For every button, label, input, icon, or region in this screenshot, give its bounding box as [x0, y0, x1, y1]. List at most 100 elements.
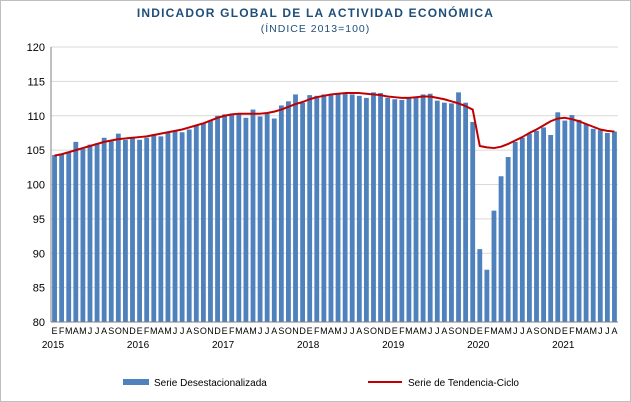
chart-subtitle: (ÍNDICE 2013=100) [260, 23, 371, 35]
bar [59, 153, 65, 322]
x-month-label: D [555, 326, 562, 336]
x-month-label: J [180, 326, 185, 336]
bar [335, 93, 341, 322]
x-month-label: A [583, 326, 589, 336]
x-month-label: A [186, 326, 192, 336]
x-year-label: 2016 [127, 340, 150, 351]
x-month-label: A [413, 326, 419, 336]
x-month-label: O [540, 326, 547, 336]
bar [342, 93, 348, 322]
bar [186, 129, 192, 322]
x-month-label: F [314, 326, 320, 336]
x-month-label: M [504, 326, 512, 336]
bar [151, 134, 157, 322]
bar [94, 143, 100, 322]
y-tick-label: 115 [27, 76, 45, 88]
x-month-label: O [285, 326, 292, 336]
x-month-label: E [222, 326, 228, 336]
bar [300, 102, 306, 322]
x-month-label: M [589, 326, 597, 336]
bar [293, 94, 298, 322]
bar [66, 151, 72, 322]
x-month-label: J [88, 326, 93, 336]
bar [420, 94, 426, 322]
x-month-label: D [469, 326, 476, 336]
trend-line [54, 92, 615, 157]
bar [406, 98, 412, 322]
bar [470, 121, 476, 322]
bar [321, 94, 327, 322]
bar [243, 117, 249, 322]
x-month-label: J [265, 326, 270, 336]
bar [576, 119, 582, 322]
x-month-label: S [448, 326, 454, 336]
x-month-label: D [214, 326, 221, 336]
trend-line-series [54, 92, 615, 157]
bar [123, 139, 128, 322]
x-month-label: M [164, 326, 172, 336]
x-month-label: M [150, 326, 158, 336]
bar [548, 135, 554, 322]
bar [208, 120, 213, 322]
x-month-label: M [334, 326, 342, 336]
bar [271, 118, 277, 322]
bar [137, 139, 143, 322]
bar [80, 148, 86, 322]
bar [583, 124, 589, 322]
x-month-label: A [498, 326, 504, 336]
x-month-label: N [292, 326, 299, 336]
bar [541, 127, 546, 322]
bar [101, 137, 107, 322]
x-month-label: F [229, 326, 235, 336]
x-month-label: N [122, 326, 129, 336]
x-month-label: J [598, 326, 603, 336]
bar [52, 154, 57, 322]
legend-label-line: Serie de Tendencia-Ciclo [408, 378, 519, 389]
bar [498, 176, 504, 322]
x-month-label: A [526, 326, 532, 336]
x-month-label: O [455, 326, 462, 336]
bar [73, 141, 79, 322]
bar [463, 102, 469, 322]
bar [215, 115, 220, 322]
x-month-label: S [278, 326, 284, 336]
x-month-label: F [144, 326, 150, 336]
x-month-label: S [108, 326, 114, 336]
x-year-label: 2021 [552, 340, 575, 351]
x-month-label: A [243, 326, 249, 336]
x-month-label: S [363, 326, 369, 336]
x-month-label: M [490, 326, 498, 336]
bar [512, 141, 518, 322]
x-month-label: E [392, 326, 398, 336]
x-month-label: N [547, 326, 554, 336]
bar [115, 133, 121, 322]
x-month-label: A [158, 326, 164, 336]
bar [604, 132, 610, 322]
bar [413, 96, 419, 322]
x-month-label: A [328, 326, 334, 336]
x-year-label: 2019 [382, 340, 405, 351]
bar [200, 123, 206, 322]
y-tick-label: 120 [27, 42, 45, 54]
bar-series [52, 92, 617, 322]
x-month-label: S [193, 326, 199, 336]
bar [526, 133, 532, 322]
bar [385, 97, 391, 322]
bar [392, 99, 398, 322]
bar [193, 125, 199, 322]
x-month-label: N [377, 326, 384, 336]
bar [257, 116, 263, 322]
bar [441, 102, 447, 322]
y-tick-label: 80 [33, 317, 45, 329]
x-year-label: 2018 [297, 340, 320, 351]
bar [484, 269, 490, 322]
bar [363, 97, 369, 322]
x-month-label: E [477, 326, 483, 336]
bar [229, 113, 235, 322]
bar [130, 138, 135, 322]
bar [222, 114, 228, 322]
bar [286, 101, 291, 322]
bar [165, 132, 171, 322]
x-month-label: M [575, 326, 583, 336]
